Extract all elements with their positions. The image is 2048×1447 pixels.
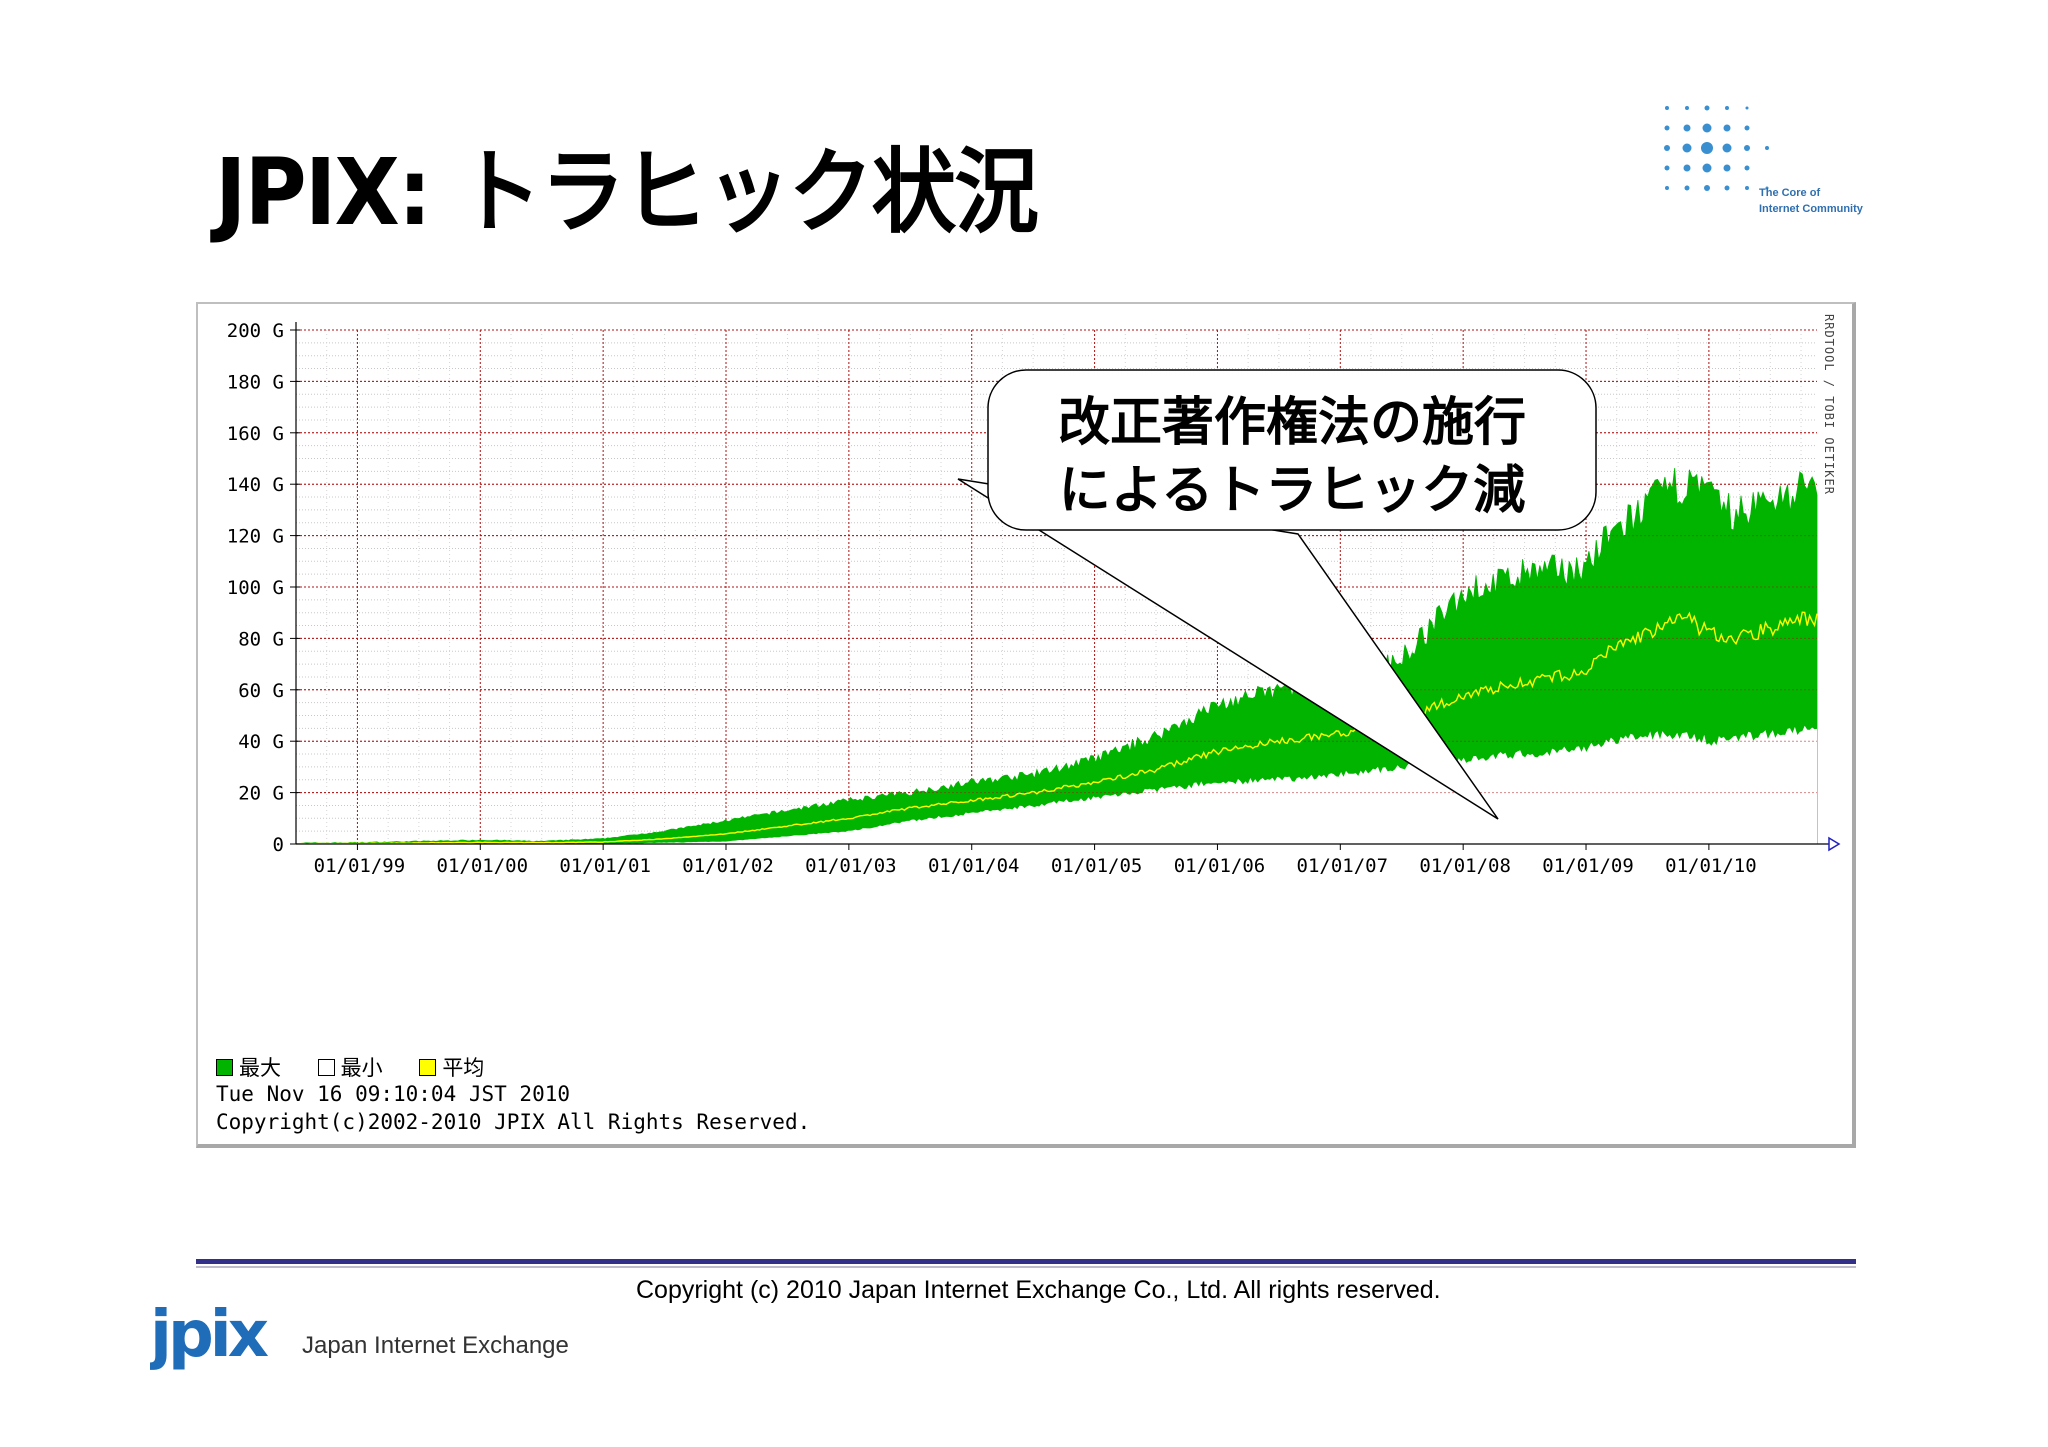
company-name: Japan Internet Exchange: [302, 1332, 569, 1359]
x-tick-label: 01/01/05: [1051, 855, 1143, 877]
y-tick-label: 0: [273, 834, 284, 856]
legend-item-min: 最小: [317, 1052, 383, 1082]
callout-box: [987, 369, 1597, 531]
y-tick-labels: 200 G 180 G 160 G 140 G 120 G 100 G 80 G 60 G 40…: [227, 320, 284, 856]
callout-line-1: 改正著作権法の施行: [1058, 393, 1526, 453]
traffic-chart-svg: 200 G 180 G 160 G 140 G 120 G 100 G 80 G 60 G 40…: [227, 320, 1841, 877]
x-tick-labels: 01/01/99 01/01/00 01/01/01 01/01/02 01/01/03…: [314, 855, 1757, 877]
corner-logo-tagline-1: The Core of: [1759, 187, 1820, 199]
x-tick-label: 01/01/09: [1542, 855, 1634, 877]
y-tick-label: 100 G: [227, 577, 284, 599]
chart-axes: [290, 322, 1841, 852]
legend-swatch-avg: [419, 1059, 437, 1076]
chart-timestamp: Tue Nov 16 09:10:04 JST 2010: [216, 1082, 571, 1106]
callout-bubble: 改正著作権法の施行 によるトラヒック減: [957, 369, 1597, 820]
legend-label-avg: 平均: [442, 1056, 485, 1080]
legend-swatch-max: [216, 1059, 233, 1076]
x-tick-label: 01/01/10: [1665, 855, 1757, 877]
x-tick-label: 01/01/06: [1174, 855, 1266, 877]
slide-title: JPIX: トラヒック状況: [215, 139, 1039, 246]
y-tick-label: 20 G: [238, 783, 284, 805]
x-tick-label: 01/01/02: [682, 855, 774, 877]
x-axis-arrow-icon: [1828, 836, 1841, 852]
series-avg-line: [295, 611, 1818, 845]
corner-logo-tagline-2: Internet Community: [1759, 203, 1864, 215]
x-tick-label: 01/01/07: [1297, 855, 1389, 877]
x-tick-label: 01/01/04: [928, 855, 1020, 877]
legend-label-max: 最大: [239, 1056, 281, 1080]
x-tick-label: 01/01/00: [437, 855, 529, 877]
legend-label-min: 最小: [340, 1056, 383, 1080]
dot-grid-icon: The Core of Internet Community: [1664, 105, 1864, 215]
x-tick-label: 01/01/99: [314, 855, 406, 877]
y-tick-label: 60 G: [238, 680, 284, 702]
y-tick-label: 140 G: [227, 474, 284, 496]
series-min-area: [296, 725, 1817, 844]
chart-legend: 最大 最小 平均: [216, 1052, 508, 1082]
y-tick-label: 40 G: [238, 731, 284, 753]
x-tick-label: 01/01/01: [559, 855, 651, 877]
jpix-logo-mark: jpix: [147, 1298, 273, 1372]
jpix-logo-text: jpix: [150, 1306, 269, 1372]
legend-item-avg: 平均: [419, 1052, 484, 1082]
chart-copyright: Copyright(c)2002-2010 JPIX All Rights Re…: [216, 1110, 811, 1134]
y-tick-label: 180 G: [227, 371, 284, 393]
y-tick-label: 120 G: [227, 526, 284, 548]
x-tick-label: 01/01/03: [805, 855, 897, 877]
legend-swatch-min: [317, 1059, 335, 1076]
footer-rule: [196, 1259, 1856, 1264]
y-tick-label: 200 G: [227, 320, 284, 342]
jpix-logo: jpix: [147, 1298, 290, 1380]
x-tick-label: 01/01/08: [1419, 855, 1511, 877]
footer-copyright: Copyright (c) 2010 Japan Internet Exchan…: [636, 1276, 1441, 1304]
rrdtool-side-label: RRDTOOL / TOBI OETIKER: [1822, 314, 1836, 495]
footer-rule-shadow: [196, 1266, 1856, 1268]
callout-line-2: によるトラヒック減: [1059, 461, 1525, 521]
y-tick-label: 160 G: [227, 423, 284, 445]
corner-dot-logo: The Core of Internet Community: [1655, 100, 1885, 225]
y-tick-label: 80 G: [238, 628, 284, 650]
traffic-chart: 200 G 180 G 160 G 140 G 120 G 100 G 80 G 60 G 40…: [196, 302, 1856, 1148]
legend-item-max: 最大: [216, 1052, 281, 1082]
